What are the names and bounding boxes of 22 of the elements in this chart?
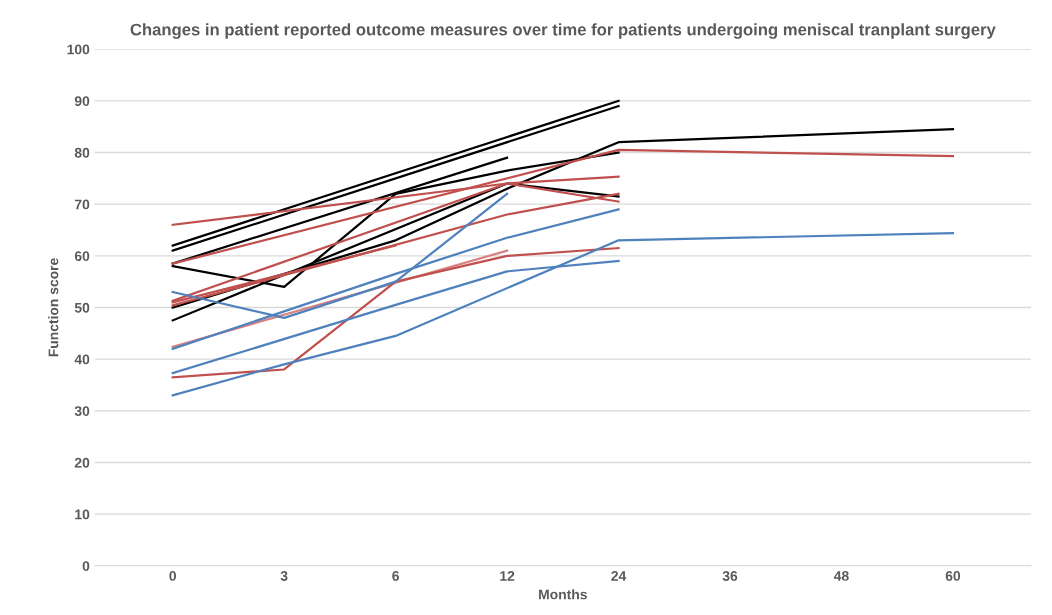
y-tick-label: 90	[74, 96, 90, 107]
y-tick-label: 10	[75, 509, 90, 520]
x-tick-label: 36	[722, 571, 738, 581]
y-axis-title: Function score	[48, 258, 59, 357]
y-tick-label: 40	[74, 354, 90, 365]
chart-title: Changes in patient reported outcome measures over time for patients undergoing meniscal tranplant surgery	[130, 23, 996, 39]
y-tick-label: 20	[74, 457, 90, 468]
x-tick-label: 24	[611, 571, 627, 581]
x-tick-label: 0	[169, 571, 176, 581]
x-tick-label: 6	[392, 571, 399, 581]
y-tick-label: 100	[67, 44, 90, 55]
y-tick-label: 60	[74, 251, 90, 262]
x-tick-label: 48	[833, 571, 849, 581]
y-tick-label: 80	[74, 147, 90, 158]
x-tick-label: 3	[280, 571, 288, 581]
x-tick-label: 60	[945, 571, 961, 581]
y-tick-label: 70	[74, 199, 90, 210]
y-tick-label: 30	[74, 406, 90, 417]
y-tick-label: 0	[82, 561, 90, 571]
x-axis-title: Months	[539, 589, 587, 600]
x-tick-label: 12	[500, 571, 515, 581]
y-tick-label: 50	[74, 302, 90, 313]
